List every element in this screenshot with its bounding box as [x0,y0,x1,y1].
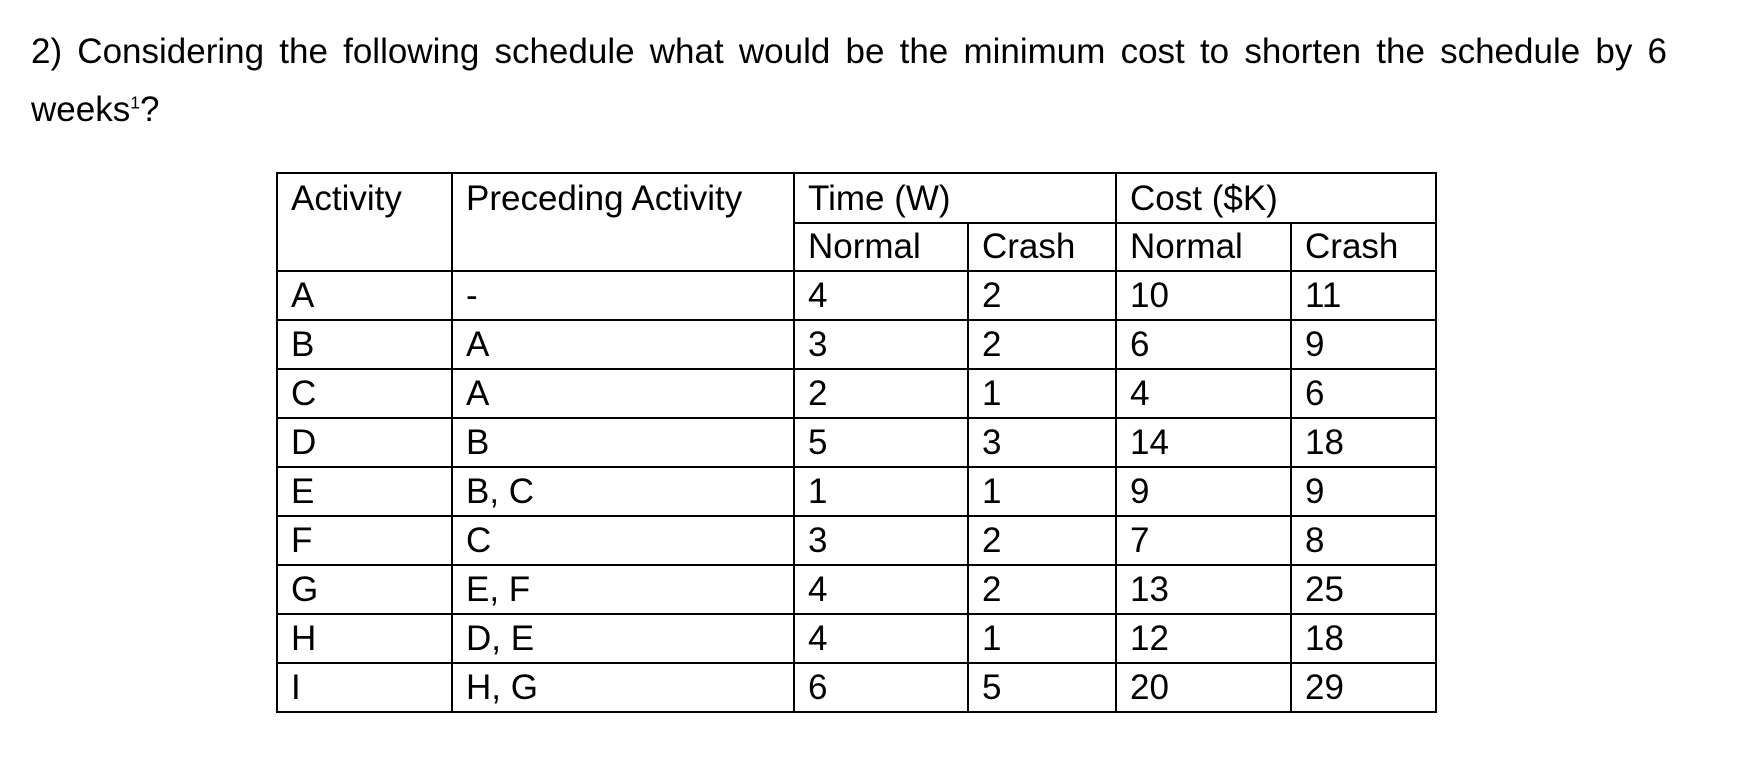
cell-cost-normal: 13 [1115,564,1293,615]
cell-cost-normal: 14 [1115,417,1293,468]
cell-activity: D [276,417,453,468]
cell-time-normal: 3 [793,319,969,370]
cell-preceding-activity: D, E [451,613,795,664]
cell-time-crash: 2 [966,270,1118,321]
cell-cost-normal: 7 [1115,515,1293,566]
table-header: Activity Preceding Activity Time (W) Cos… [276,172,1438,272]
question-line1-text: 2) Considering the following schedule wh… [31,32,1667,71]
cell-cost-normal: 20 [1115,662,1293,713]
cell-time-normal: 4 [793,270,969,321]
cell-time-crash: 1 [966,613,1118,664]
cell-time-normal: 3 [793,515,969,566]
cell-activity: B [276,319,453,370]
cell-activity: A [276,270,453,321]
cell-cost-crash: 29 [1290,662,1438,713]
cell-time-crash: 1 [966,368,1118,419]
cell-time-normal: 4 [793,613,969,664]
schedule-table: Activity Preceding Activity Time (W) Cos… [276,172,1438,713]
question-line-2: weeks1? [31,81,1667,139]
cell-activity: H [276,613,453,664]
cell-time-normal: 5 [793,417,969,468]
col-header-time-normal: Normal [793,222,969,272]
col-header-time-crash: Crash [966,222,1118,272]
question-paragraph: 2) Considering the following schedule wh… [31,23,1667,139]
footnote-superscript: 1 [130,92,140,113]
col-header-activity: Activity [276,172,453,272]
cell-preceding-activity: A [451,368,795,419]
cell-cost-crash: 9 [1290,466,1438,517]
question-line2-punctuation: ? [139,90,160,129]
cell-cost-normal: 6 [1115,319,1293,370]
cell-preceding-activity: B [451,417,795,468]
table-row: D B 5 3 14 18 [276,417,1438,468]
cell-time-normal: 1 [793,466,969,517]
col-header-cost-crash: Crash [1290,222,1438,272]
cell-time-crash: 5 [966,662,1118,713]
cell-cost-normal: 12 [1115,613,1293,664]
cell-activity: F [276,515,453,566]
table-header-group-row: Activity Preceding Activity Time (W) Cos… [276,172,1438,272]
table-row: I H, G 6 5 20 29 [276,662,1438,713]
table-row: G E, F 4 2 13 25 [276,564,1438,615]
cell-preceding-activity: B, C [451,466,795,517]
cell-time-crash: 2 [966,564,1118,615]
cell-cost-normal: 10 [1115,270,1293,321]
cell-preceding-activity: H, G [451,662,795,713]
cell-cost-crash: 8 [1290,515,1438,566]
col-header-preceding-activity: Preceding Activity [451,172,795,272]
cell-activity: C [276,368,453,419]
col-header-cost-normal: Normal [1115,222,1293,272]
cell-time-crash: 3 [966,417,1118,468]
cell-cost-crash: 6 [1290,368,1438,419]
cell-time-crash: 2 [966,319,1118,370]
cell-preceding-activity: A [451,319,795,370]
cell-cost-crash: 18 [1290,613,1438,664]
cell-activity: E [276,466,453,517]
cell-cost-crash: 18 [1290,417,1438,468]
cell-preceding-activity: C [451,515,795,566]
cell-time-normal: 6 [793,662,969,713]
cell-cost-normal: 9 [1115,466,1293,517]
table-header-sub-row: Normal Crash Normal Crash [277,222,1438,272]
question-line2-word: weeks [31,90,131,129]
cell-cost-crash: 25 [1290,564,1438,615]
cell-time-crash: 2 [966,515,1118,566]
cell-activity: I [276,662,453,713]
table-row: H D, E 4 1 12 18 [276,613,1438,664]
cell-cost-crash: 11 [1290,270,1438,321]
col-header-time-group: Time (W) [792,172,1118,224]
cell-time-normal: 2 [793,368,969,419]
cell-preceding-activity: - [451,270,795,321]
cell-activity: G [276,564,453,615]
col-header-cost-group: Cost ($K) [1115,172,1438,224]
cell-time-normal: 4 [793,564,969,615]
table-row: A -4 2 10 11 [276,270,1438,321]
cell-time-crash: 1 [966,466,1118,517]
cell-cost-normal: 4 [1115,368,1293,419]
cell-cost-crash: 9 [1290,319,1438,370]
question-line-1: 2) Considering the following schedule wh… [31,23,1667,81]
cell-preceding-activity: E, F [451,564,795,615]
